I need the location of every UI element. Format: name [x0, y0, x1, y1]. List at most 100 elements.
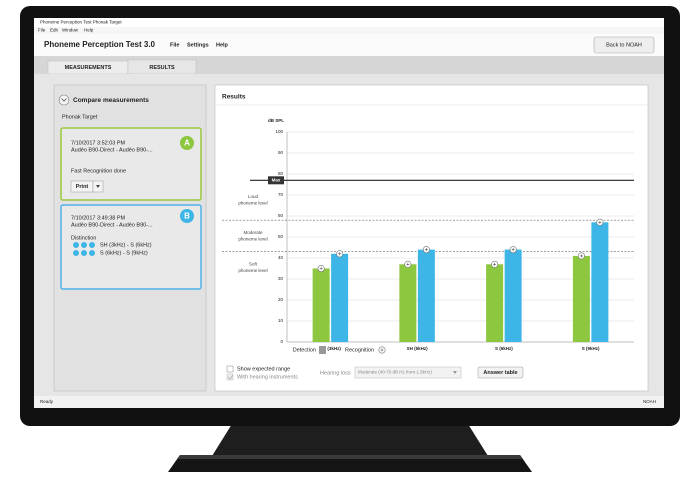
software-name: Phonak Target — [62, 114, 98, 120]
y-tick-label: 20 — [278, 297, 284, 302]
answer-table-label[interactable]: Answer table — [483, 370, 517, 376]
answer-table-button[interactable] — [477, 366, 524, 379]
card-mode: Distinction — [71, 235, 96, 241]
bar — [504, 249, 522, 342]
dropdown-arrow — [453, 371, 457, 374]
hearing-loss-label: Hearing loss — [320, 370, 351, 376]
print-button-label[interactable]: Print — [76, 184, 89, 190]
bar — [591, 222, 609, 342]
chart: 0 10 20 30 40 50 60 70 80 90 100 Max Loud phoneme lev… — [222, 129, 634, 351]
y-tick-label: 0 — [280, 339, 283, 344]
bar-marker-plus — [598, 220, 602, 224]
y-tick-label: 40 — [278, 255, 284, 260]
card-device: Audéo B90-Direct - Audéo B90-... — [71, 222, 153, 228]
bar-marker-plus — [406, 262, 410, 266]
collapse-icon[interactable] — [58, 94, 70, 106]
card-pair: SH (3kHz) - S (6kHz) — [100, 242, 152, 248]
y-tick-label: 80 — [278, 171, 284, 176]
zone-label: Loud — [248, 194, 259, 199]
bar-marker-plus — [579, 254, 583, 258]
tab-label[interactable]: RESULTS — [149, 65, 175, 71]
zone-label: Soft — [249, 261, 258, 266]
bar — [399, 264, 417, 342]
card-pair: S (6kHz) - S (9kHz) — [100, 250, 148, 256]
bar-marker-plus — [319, 267, 323, 270]
bar-marker-plus — [338, 252, 342, 256]
card-datetime: 7/10/2017 3:52:03 PM — [71, 140, 126, 146]
legend-swatch — [319, 346, 326, 354]
checkbox-label[interactable]: Show expected range — [237, 366, 290, 372]
y-tick-label: 60 — [278, 213, 284, 218]
hearing-loss-dropdown[interactable] — [354, 366, 462, 379]
legend-label: Detection — [293, 347, 316, 353]
monitor-base — [168, 455, 532, 472]
results-title: Results — [222, 94, 246, 101]
bar — [417, 249, 435, 342]
y-tick-label: 100 — [275, 129, 283, 134]
card-badge — [180, 136, 194, 150]
app-menu-item[interactable]: File — [170, 42, 179, 48]
checkbox[interactable] — [226, 373, 234, 381]
bar-marker-plus — [424, 248, 428, 252]
checkmark — [227, 374, 234, 380]
legend-symbol-plus — [380, 348, 384, 352]
reference-label-box — [268, 176, 284, 185]
card-device: Audéo B90-Direct - Audéo B90-... — [71, 147, 153, 153]
card-status: Fast Recognition done — [71, 168, 126, 174]
card-badge — [180, 209, 194, 223]
zone-label: phoneme level — [238, 268, 267, 273]
y-tick-label: 30 — [278, 276, 284, 281]
bar-marker-plus — [511, 248, 515, 252]
x-tick-label: SH (3kHz) — [320, 346, 342, 351]
x-tick-label: S (6kHz) — [495, 346, 513, 351]
zone-label: phoneme level — [238, 236, 267, 241]
y-tick-label: 50 — [278, 234, 284, 239]
app-title: Phoneme Perception Test 3.0 — [44, 40, 156, 49]
dropdown-arrow — [96, 185, 100, 188]
monitor-neck — [212, 424, 488, 456]
y-tick-label: 70 — [278, 192, 284, 197]
app-header — [34, 34, 664, 56]
back-button[interactable] — [593, 36, 655, 54]
status-right: NOAH — [643, 399, 656, 404]
reference-label: Max — [272, 177, 281, 182]
monitor-base-highlight — [177, 455, 523, 459]
bar-marker-plus — [493, 262, 497, 266]
hearing-loss-value[interactable]: Moderate (40-70 dB HL from 1.5kHz) — [358, 370, 432, 375]
checkbox[interactable] — [226, 365, 234, 373]
menu-item[interactable]: Help — [84, 28, 94, 33]
title-bar — [34, 18, 664, 27]
x-tick-label: SH (5kHz) — [407, 346, 429, 351]
app-menu-item[interactable]: Settings — [187, 42, 209, 48]
y-tick-label: 90 — [278, 150, 284, 155]
card-badge-label: B — [184, 212, 190, 221]
status-bar — [34, 396, 664, 408]
zone-label: phoneme level — [238, 201, 267, 206]
card-badge-label: A — [184, 139, 190, 148]
collapse-chevron — [61, 98, 67, 102]
back-button-label[interactable]: Back to NOAH — [606, 42, 642, 48]
pair-dots — [73, 242, 95, 256]
checkbox-label[interactable]: With hearing instruments — [237, 374, 298, 380]
bar — [486, 264, 504, 342]
bar — [572, 255, 590, 342]
menu-item[interactable]: File — [38, 28, 46, 33]
app-menu-item[interactable]: Help — [216, 42, 229, 48]
bar — [312, 268, 330, 342]
zone-label: Moderate — [243, 230, 263, 235]
tab-label[interactable]: MEASUREMENTS — [65, 65, 112, 71]
bar — [331, 253, 349, 342]
measurement-card[interactable] — [60, 204, 202, 290]
card-datetime: 7/10/2017 3:49:38 PM — [71, 215, 126, 221]
y-tick-label: 10 — [278, 318, 284, 323]
legend-label: Recognition — [345, 347, 374, 353]
compare-title: Compare measurements — [73, 97, 149, 104]
status-left: Ready — [40, 399, 54, 404]
menu-item[interactable]: Edit — [50, 28, 59, 33]
y-axis-label: dB SPL — [268, 118, 284, 123]
x-tick-label: S (9kHz) — [582, 346, 600, 351]
menu-item[interactable]: Window — [62, 28, 79, 33]
menu-bar — [34, 27, 664, 34]
window-title: Phoneme Perception Test Phonak Target — [40, 20, 122, 25]
